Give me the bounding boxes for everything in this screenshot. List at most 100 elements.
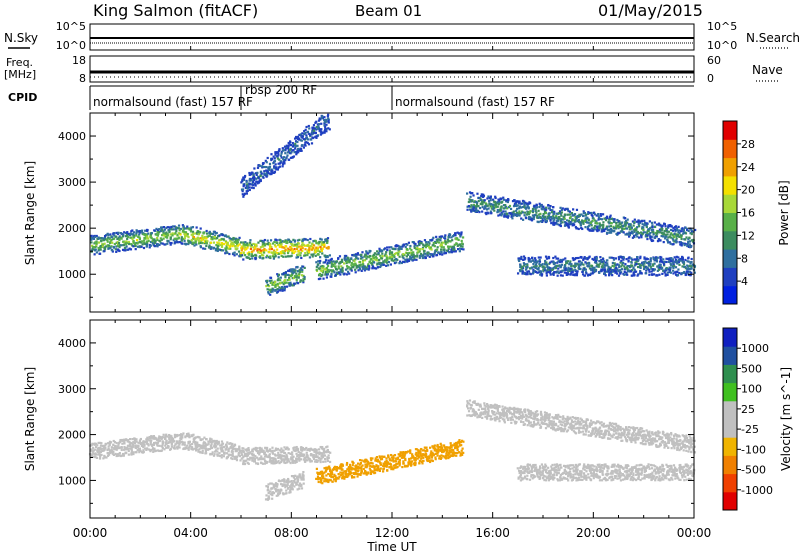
power-echo-cell	[669, 242, 672, 245]
power-echo-cell	[557, 219, 560, 222]
velocity-echo-cell	[217, 440, 220, 443]
velocity-echo-cell	[291, 451, 294, 454]
power-echo-cell	[135, 232, 138, 235]
power-echo-cell	[548, 212, 551, 215]
power-echo-cell	[542, 270, 545, 273]
power-echo-cell	[625, 227, 629, 230]
velocity-echo-cell	[146, 438, 149, 441]
power-echo-cell	[565, 260, 568, 263]
velocity-echo-cell	[200, 438, 203, 441]
velocity-echo-cell	[304, 460, 307, 463]
power-echo-cell	[239, 253, 242, 256]
power-echo-cell	[291, 145, 295, 148]
power-echo-cell	[398, 255, 401, 258]
power-colorbar-swatch	[723, 212, 737, 232]
power-echo-cell	[300, 139, 303, 142]
power-echo-cell	[224, 247, 227, 250]
power-echo-cell	[295, 247, 299, 251]
power-echo-cell	[665, 269, 668, 272]
power-echo-cell	[587, 219, 590, 222]
y-tick-label: 1000	[58, 268, 86, 281]
power-echo-cell	[277, 288, 280, 291]
power-echo-cell	[272, 257, 275, 260]
power-echo-cell	[591, 214, 594, 217]
velocity-echo-cell	[89, 449, 93, 452]
power-echo-cell	[188, 228, 191, 231]
velocity-echo-cell	[300, 452, 303, 455]
power-echo-cell	[265, 285, 268, 288]
power-echo-cell	[170, 225, 173, 229]
power-echo-cell	[289, 281, 292, 284]
power-echo-cell	[178, 240, 182, 244]
power-echo-cell	[312, 131, 316, 134]
power-echo-cell	[347, 257, 350, 260]
velocity-echo-cell	[230, 443, 233, 447]
power-echo-cell	[242, 245, 245, 248]
nsearch-tick-bottom: 10^0	[707, 39, 737, 52]
velocity-echo-cell	[294, 461, 297, 464]
power-echo-cell	[458, 250, 461, 253]
power-echo-cell	[565, 273, 568, 277]
power-echo-cell	[453, 247, 456, 250]
power-echo-cell	[200, 239, 203, 243]
power-echo-cell	[614, 268, 617, 271]
power-echo-cell	[560, 208, 563, 212]
power-echo-cell	[262, 254, 265, 257]
power-echo-cell	[660, 256, 663, 259]
velocity-echo-cell	[204, 441, 207, 444]
power-echo-cell	[276, 273, 279, 276]
power-echo-cell	[283, 145, 287, 148]
power-echo-cell	[664, 268, 667, 271]
power-echo-cell	[559, 219, 562, 223]
power-echo-cell	[582, 258, 585, 262]
power-echo-cell	[268, 168, 271, 172]
power-echo-cell	[298, 238, 301, 241]
power-echo-cell	[690, 228, 693, 231]
power-echo-cell	[144, 229, 147, 232]
power-echo-cell	[568, 210, 572, 213]
power-echo-cell	[643, 257, 646, 260]
power-echo-cell	[548, 207, 551, 210]
power-echo-cell	[652, 257, 655, 260]
power-echo-cell	[596, 263, 599, 266]
power-echo-cell	[370, 257, 373, 261]
power-echo-cell	[606, 264, 609, 267]
power-echo-cell	[116, 248, 119, 251]
power-echo-cell	[194, 239, 197, 243]
power-echo-cell	[202, 232, 205, 235]
power-echo-cell	[607, 228, 611, 232]
power-echo-cell	[265, 279, 268, 283]
power-echo-cell	[483, 201, 486, 204]
velocity-echo-cell	[204, 449, 207, 453]
power-echo-cell	[125, 243, 128, 246]
power-echo-cell	[497, 210, 500, 213]
power-echo-cell	[670, 257, 673, 260]
velocity-echo-cell	[285, 446, 288, 449]
velocity-echo-cell	[115, 441, 118, 445]
power-echo-cell	[589, 221, 593, 224]
velocity-echo-cell	[283, 455, 286, 458]
velocity-echo-cell	[128, 444, 132, 447]
velocity-echo-cell	[257, 458, 260, 461]
power-echo-cell	[572, 264, 575, 267]
nave-tick-top: 60	[707, 54, 721, 67]
velocity-echo-cell	[239, 459, 242, 462]
power-echo-cell	[166, 226, 169, 229]
velocity-echo-cell	[151, 448, 154, 451]
power-echo-cell	[102, 238, 106, 242]
power-echo-cell	[413, 245, 416, 248]
power-echo-cell	[633, 268, 636, 271]
power-echo-cell	[110, 236, 114, 239]
velocity-echo-cell	[91, 442, 95, 446]
power-echo-cell	[327, 245, 330, 249]
velocity-echo-cell	[199, 451, 202, 454]
power-echo-cell	[575, 217, 578, 220]
power-echo-cell	[534, 208, 537, 212]
velocity-echo-cell	[290, 456, 293, 459]
power-echo-cell	[357, 265, 360, 268]
velocity-echo-cell	[174, 443, 177, 446]
power-echo-cell	[563, 271, 566, 274]
power-echo-cell	[149, 244, 152, 247]
power-echo-cell	[635, 255, 639, 259]
power-echo-cell	[624, 219, 628, 223]
